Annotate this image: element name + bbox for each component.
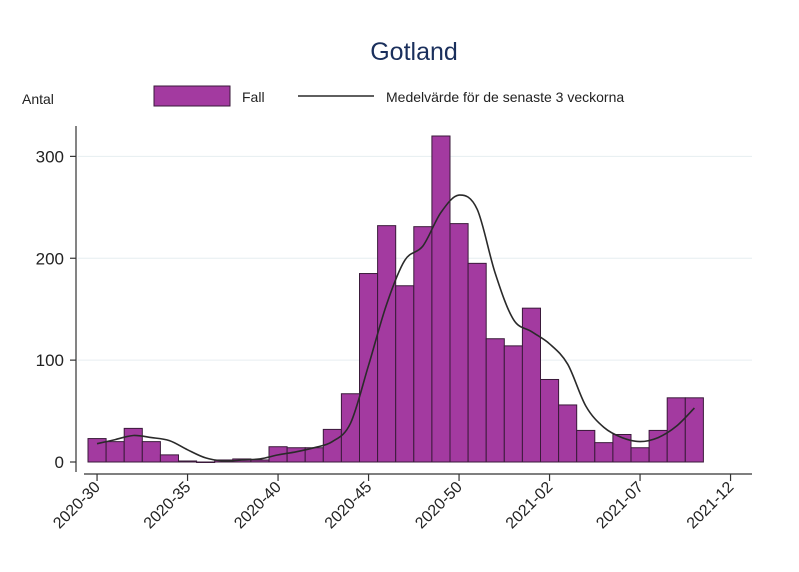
legend-swatch-fall bbox=[153, 85, 231, 107]
chart-title: Gotland bbox=[370, 38, 458, 66]
bar-2020-33 bbox=[141, 441, 161, 463]
x-tick-label: 2020-30 bbox=[50, 479, 104, 533]
y-axis: 0 100 200 300 bbox=[36, 126, 77, 472]
y-tick-label: 0 bbox=[55, 453, 64, 472]
average-line bbox=[96, 194, 695, 462]
legend-label-fall: Fall bbox=[242, 89, 265, 105]
bar-2021-05 bbox=[594, 442, 614, 463]
bar-2020-34 bbox=[159, 454, 179, 463]
x-tick-label: 2020-40 bbox=[231, 479, 285, 533]
x-axis: 2020-30 2020-35 2020-40 2020-45 2020-50 2021-… bbox=[50, 473, 752, 533]
x-tick-label: 2020-50 bbox=[412, 479, 466, 533]
y-tick-label: 200 bbox=[36, 249, 64, 268]
bar-2020-47 bbox=[395, 285, 415, 463]
bar-2021-03 bbox=[558, 404, 578, 463]
bar-2020-48 bbox=[413, 226, 433, 463]
bar-2020-51 bbox=[467, 262, 487, 463]
bar-2021-04 bbox=[576, 429, 596, 463]
bar-2020-46 bbox=[377, 225, 397, 463]
bar-2020-43 bbox=[322, 428, 342, 463]
bar-2020-50 bbox=[449, 223, 469, 463]
x-tick-label: 2020-35 bbox=[141, 479, 195, 533]
y-tick-label: 100 bbox=[36, 351, 64, 370]
bar-2020-36 bbox=[196, 461, 216, 463]
y-axis-label: Antal bbox=[22, 91, 54, 107]
legend-label-average: Medelvärde för de senaste 3 veckorna bbox=[386, 89, 624, 105]
x-tick-label: 2021-02 bbox=[503, 479, 557, 533]
bar-2020-49 bbox=[431, 135, 451, 463]
x-tick-label: 2020-45 bbox=[322, 479, 376, 533]
bar-2020-35 bbox=[178, 460, 198, 463]
bar-2021-07 bbox=[630, 447, 650, 463]
bar-2021-02 bbox=[540, 378, 560, 463]
bars bbox=[87, 135, 704, 463]
bar-2021-06 bbox=[612, 433, 632, 463]
bar-2020-32 bbox=[123, 427, 143, 463]
bar-2020-31 bbox=[105, 441, 125, 463]
y-tick-label: 300 bbox=[36, 147, 64, 166]
legend: Fall Medelvärde för de senaste 3 veckorn… bbox=[153, 85, 624, 107]
bar-2021-09 bbox=[666, 397, 686, 463]
x-tick-label: 2021-12 bbox=[684, 479, 738, 533]
x-tick-label: 2021-07 bbox=[593, 479, 647, 533]
bar-2020-53 bbox=[503, 345, 523, 463]
bar-2020-52 bbox=[485, 338, 505, 463]
bar-2021-10 bbox=[684, 397, 704, 463]
